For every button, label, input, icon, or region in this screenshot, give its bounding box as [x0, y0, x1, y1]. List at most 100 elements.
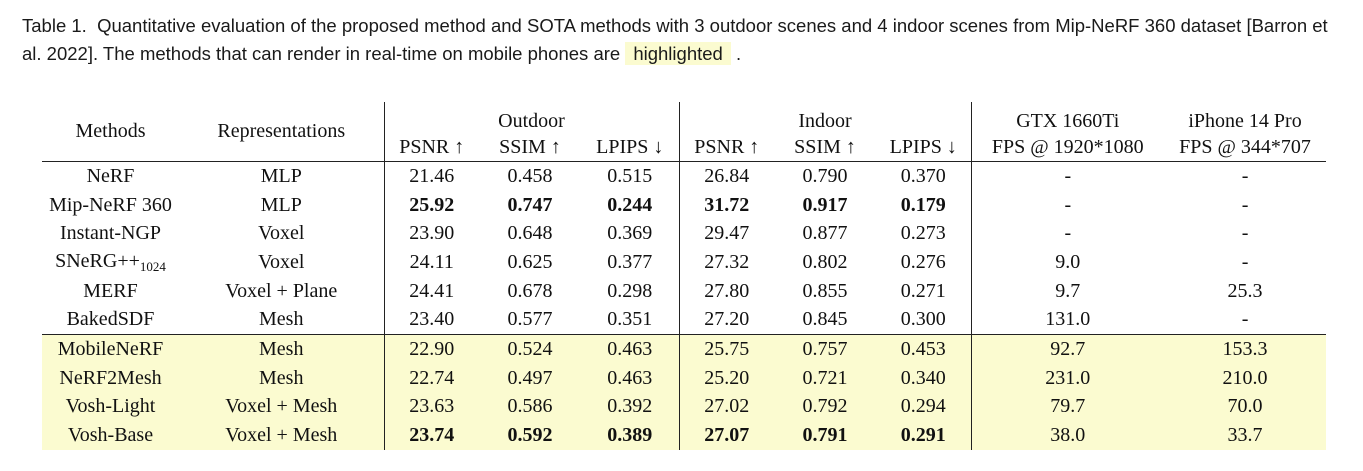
rep-cell: Voxel + Mesh: [179, 392, 384, 422]
table-row-highlighted: Vosh-Base Voxel + Mesh 23.74 0.592 0.389…: [42, 421, 1327, 450]
table-row-highlighted: Vosh-Light Voxel + Mesh 23.63 0.586 0.39…: [42, 392, 1327, 422]
gtx-fps-cell: 231.0: [970, 363, 1165, 393]
method-cell: Vosh-Light: [42, 392, 179, 422]
indoor-ssim-cell: 0.721: [774, 363, 877, 393]
iphone-fps-cell: -: [1241, 164, 1249, 187]
outdoor-psnr-cell: 23.63: [383, 392, 479, 422]
gtx-fps-cell: 79.7: [970, 392, 1165, 422]
indoor-lpips-cell: 0.276: [900, 250, 946, 273]
outdoor-lpips-cell: 0.389: [581, 421, 680, 450]
outdoor-ssim-cell: 0.524: [479, 334, 581, 364]
header-outdoor-ssim: SSIM ↑: [499, 135, 561, 158]
indoor-ssim-cell: 0.791: [774, 421, 877, 450]
outdoor-psnr-cell: 22.90: [383, 334, 479, 364]
header-representations: Representations: [217, 120, 346, 142]
rep-cell: Mesh: [259, 308, 304, 331]
indoor-lpips-cell: 0.271: [900, 279, 946, 302]
indoor-ssim-cell: 0.855: [802, 279, 848, 302]
gtx-fps-cell: -: [970, 161, 1165, 191]
outdoor-ssim-cell: 0.625: [507, 250, 553, 273]
results-table: Methods Representations Outdoor Indoor G…: [42, 102, 1327, 450]
header-gtx-fps: FPS @ 1920*1080: [970, 133, 1165, 162]
caption-text: Quantitative evaluation of the proposed …: [22, 15, 1328, 64]
table-row: MERF Voxel + Plane 24.41 0.678 0.298 27.…: [42, 276, 1326, 306]
indoor-psnr-cell: 27.02: [678, 392, 775, 422]
outdoor-psnr-cell: 21.46: [383, 161, 479, 191]
indoor-ssim-cell: 0.802: [802, 250, 848, 273]
method-cell: NeRF: [86, 164, 135, 187]
outdoor-psnr-cell: 23.90: [383, 219, 479, 249]
header-outdoor-lpips: LPIPS ↓: [596, 135, 664, 158]
table-row: Instant-NGP Voxel 23.90 0.648 0.369 29.4…: [42, 219, 1326, 249]
rep-cell: Voxel: [258, 222, 305, 245]
indoor-psnr-cell: 29.47: [678, 219, 775, 249]
rep-cell: Voxel: [258, 250, 305, 273]
iphone-fps-cell: -: [1241, 250, 1249, 273]
iphone-fps-cell: -: [1241, 222, 1249, 245]
indoor-psnr-cell: 26.84: [678, 161, 775, 191]
outdoor-lpips-cell: 0.463: [581, 363, 680, 393]
rep-cell: MLP: [260, 193, 302, 216]
header-row-1: Methods Representations Outdoor Indoor G…: [42, 102, 1326, 142]
outdoor-lpips-cell: 0.369: [607, 222, 653, 245]
header-indoor: Indoor: [678, 102, 972, 133]
indoor-lpips-cell: 0.291: [876, 421, 972, 450]
table-row-highlighted: NeRF2Mesh Mesh 22.74 0.497 0.463 25.20 0…: [42, 363, 1327, 393]
header-iphone-fps: FPS @ 344*707: [1179, 135, 1311, 158]
table-caption: Table 1. Quantitative evaluation of the …: [22, 12, 1352, 68]
method-cell: SNeRG++1024: [42, 248, 179, 277]
outdoor-ssim-cell: 0.577: [507, 308, 553, 331]
method-cell: Instant-NGP: [59, 222, 162, 245]
method-cell: NeRF2Mesh: [42, 363, 179, 393]
indoor-ssim-cell: 0.877: [802, 222, 848, 245]
rep-cell: Mesh: [179, 363, 384, 393]
table-row: Mip-NeRF 360 MLP 25.92 0.747 0.244 31.72…: [42, 190, 1326, 220]
caption-highlight: highlighted: [625, 42, 731, 65]
table-row: BakedSDF Mesh 23.40 0.577 0.351 27.20 0.…: [42, 305, 1326, 335]
indoor-psnr-cell: 27.20: [678, 305, 775, 335]
indoor-psnr-cell: 27.32: [678, 248, 775, 277]
gtx-fps-cell: 9.0: [970, 248, 1165, 277]
outdoor-lpips-cell: 0.244: [607, 193, 653, 216]
indoor-lpips-cell: 0.370: [900, 164, 946, 187]
gtx-fps-cell: 92.7: [970, 334, 1165, 364]
indoor-lpips-cell: 0.294: [876, 392, 972, 422]
header-iphone: iPhone 14 Pro: [1188, 110, 1302, 132]
outdoor-ssim-cell: 0.678: [507, 279, 553, 302]
iphone-fps-cell: -: [1241, 308, 1249, 331]
iphone-fps-cell: 70.0: [1164, 392, 1327, 422]
outdoor-psnr-cell: 23.40: [383, 305, 479, 335]
table-row-highlighted: MobileNeRF Mesh 22.90 0.524 0.463 25.75 …: [42, 334, 1327, 364]
method-cell: MobileNeRF: [42, 334, 179, 364]
header-outdoor-psnr: PSNR ↑: [383, 133, 479, 162]
outdoor-psnr-cell: 24.11: [383, 248, 479, 277]
method-cell: MERF: [83, 279, 138, 302]
outdoor-lpips-cell: 0.298: [607, 279, 653, 302]
outdoor-ssim-cell: 0.592: [479, 421, 581, 450]
header-indoor-lpips: LPIPS ↓: [889, 135, 957, 158]
iphone-fps-cell: 210.0: [1164, 363, 1327, 393]
iphone-fps-cell: 25.3: [1227, 279, 1263, 302]
outdoor-ssim-cell: 0.458: [507, 164, 553, 187]
indoor-lpips-cell: 0.300: [900, 308, 946, 331]
outdoor-psnr-cell: 22.74: [383, 363, 479, 393]
outdoor-lpips-cell: 0.351: [607, 308, 653, 331]
outdoor-ssim-cell: 0.497: [479, 363, 581, 393]
header-indoor-ssim: SSIM ↑: [794, 135, 856, 158]
header-indoor-psnr: PSNR ↑: [678, 133, 775, 162]
rep-cell: Voxel + Mesh: [179, 421, 384, 450]
outdoor-lpips-cell: 0.377: [607, 250, 653, 273]
indoor-psnr-cell: 27.07: [678, 421, 775, 450]
indoor-lpips-cell: 0.340: [876, 363, 972, 393]
indoor-ssim-cell: 0.790: [802, 164, 848, 187]
header-outdoor: Outdoor: [383, 102, 680, 133]
outdoor-psnr-cell: 25.92: [383, 190, 479, 220]
iphone-fps-cell: 153.3: [1164, 334, 1327, 364]
gtx-fps-cell: -: [970, 219, 1165, 249]
table-row: SNeRG++1024 Voxel 24.11 0.625 0.377 27.3…: [42, 248, 1326, 277]
header-methods: Methods: [75, 120, 146, 142]
outdoor-ssim-cell: 0.747: [507, 193, 553, 216]
gtx-fps-cell: 38.0: [970, 421, 1165, 450]
indoor-psnr-cell: 27.80: [678, 276, 775, 306]
method-cell: Mip-NeRF 360: [49, 193, 172, 216]
